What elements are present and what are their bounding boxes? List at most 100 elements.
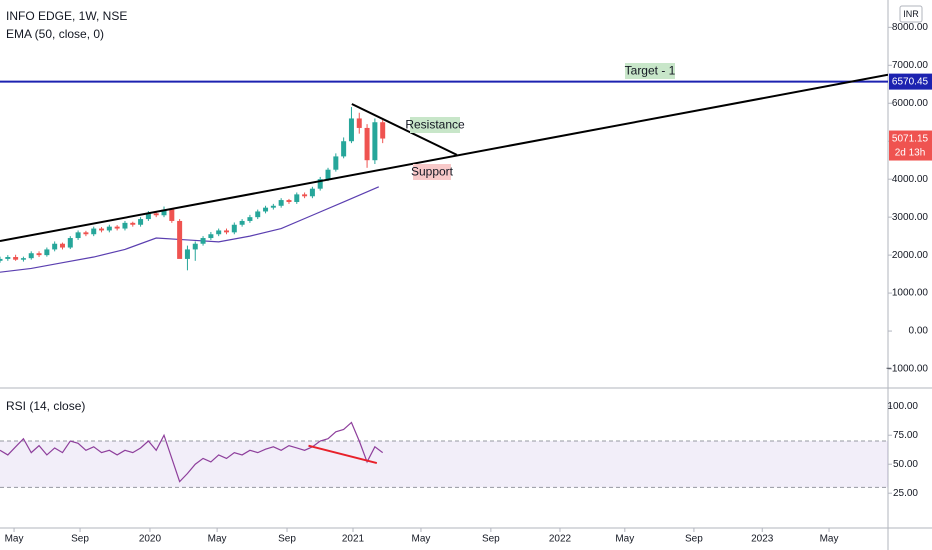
- candle-body: [192, 243, 198, 250]
- y-tick-label: 1000.00: [892, 288, 929, 299]
- y-tick-label: 6000.00: [892, 98, 929, 109]
- candle-body: [91, 228, 97, 235]
- candle-body: [75, 232, 81, 239]
- trendline: [0, 73, 888, 243]
- rsi-y-tick-label: 50.00: [893, 459, 918, 470]
- countdown: 2d 13h: [895, 148, 926, 159]
- y-tick-label: 2000.00: [892, 250, 929, 261]
- candle-body: [145, 213, 151, 220]
- candle-body: [106, 226, 112, 231]
- rsi-y-tick-label: 75.00: [893, 430, 918, 441]
- x-tick-label: 2021: [342, 534, 365, 545]
- candle-body: [216, 230, 222, 235]
- candle-body: [278, 200, 284, 206]
- candle-body: [247, 217, 253, 221]
- rsi-title: RSI (14, close): [6, 399, 85, 413]
- y-tick-label: 0.00: [909, 326, 929, 337]
- trendline: [351, 103, 458, 156]
- target-price: 6570.45: [892, 77, 929, 88]
- candle-body: [317, 179, 323, 189]
- y-tick-label: 8000.00: [892, 22, 929, 33]
- last-price: 5071.15: [892, 134, 929, 145]
- currency[interactable]: INR: [903, 9, 919, 19]
- x-tick-label: May: [412, 534, 431, 545]
- candle-body: [223, 230, 229, 233]
- candle-body: [302, 194, 308, 197]
- rsi-y-tick-label: 100.00: [887, 401, 918, 412]
- rsi-line: [0, 421, 384, 483]
- candle-body: [372, 122, 378, 161]
- candle-body: [161, 209, 167, 216]
- candle-body: [348, 118, 354, 142]
- rsi-divergence: [308, 444, 378, 465]
- candle-body: [44, 249, 50, 256]
- candle-body: [341, 141, 347, 157]
- currency-box[interactable]: [899, 5, 923, 23]
- support-label: Support: [411, 165, 454, 179]
- candle-body: [5, 257, 11, 259]
- x-tick-label: Sep: [71, 534, 89, 545]
- y-tick-label: 3000.00: [892, 212, 929, 223]
- x-tick-label: 2023: [751, 534, 774, 545]
- target-label: Target - 1: [625, 64, 676, 78]
- candle-body: [138, 219, 144, 225]
- target-badge: [889, 73, 932, 90]
- resistance-label: Resistance: [405, 118, 465, 132]
- rsi-y-tick-label: 25.00: [893, 488, 918, 499]
- candle-body: [0, 258, 3, 261]
- x-tick-label: May: [208, 534, 227, 545]
- candle-body: [231, 224, 237, 233]
- candle-body: [67, 238, 73, 248]
- candle-body: [177, 220, 183, 259]
- candle-body: [286, 200, 292, 202]
- candle-body: [255, 211, 261, 218]
- resistance-label-bg: [410, 117, 460, 133]
- rsi-band: [0, 441, 888, 488]
- candle-body: [36, 253, 42, 256]
- x-tick-label: May: [615, 534, 634, 545]
- x-tick-label: May: [820, 534, 839, 545]
- candle-body: [83, 232, 89, 235]
- y-tick-label: −1000.00: [886, 364, 928, 375]
- candle-body: [208, 234, 214, 239]
- candle-body: [309, 188, 315, 197]
- candle-body: [333, 156, 339, 170]
- candle-body: [99, 228, 105, 231]
- chart-title: INFO EDGE, 1W, NSE: [6, 9, 127, 23]
- candle-body: [20, 258, 26, 260]
- candle-body: [356, 118, 362, 128]
- y-tick-label: 7000.00: [892, 60, 929, 71]
- candle-body: [52, 243, 58, 250]
- x-tick-label: Sep: [278, 534, 296, 545]
- candle-body: [122, 222, 128, 229]
- candle-body: [153, 213, 159, 216]
- price-pane: [0, 73, 888, 273]
- x-tick-label: May: [5, 534, 24, 545]
- ema-line: [0, 186, 380, 273]
- support-label-bg: [413, 164, 451, 180]
- candle-body: [270, 205, 276, 208]
- candle-body: [380, 122, 386, 139]
- candle-body: [28, 253, 34, 259]
- x-tick-label: Sep: [685, 534, 703, 545]
- rsi-pane: [0, 421, 888, 488]
- candle-body: [59, 243, 65, 248]
- last-price-badge: [889, 130, 932, 161]
- candle-body: [200, 238, 206, 244]
- candle-body: [130, 222, 136, 225]
- candle-body: [239, 220, 245, 225]
- candle-body: [325, 169, 331, 180]
- candle-body: [263, 207, 269, 212]
- x-tick-label: 2020: [139, 534, 162, 545]
- y-tick-label: 4000.00: [892, 174, 929, 185]
- candle-body: [184, 249, 190, 259]
- candle-body: [169, 209, 175, 221]
- x-tick-label: Sep: [482, 534, 500, 545]
- indicator-title: EMA (50, close, 0): [6, 27, 104, 41]
- candle-body: [364, 127, 370, 161]
- target-label-bg: [625, 63, 675, 79]
- x-tick-label: 2022: [549, 534, 572, 545]
